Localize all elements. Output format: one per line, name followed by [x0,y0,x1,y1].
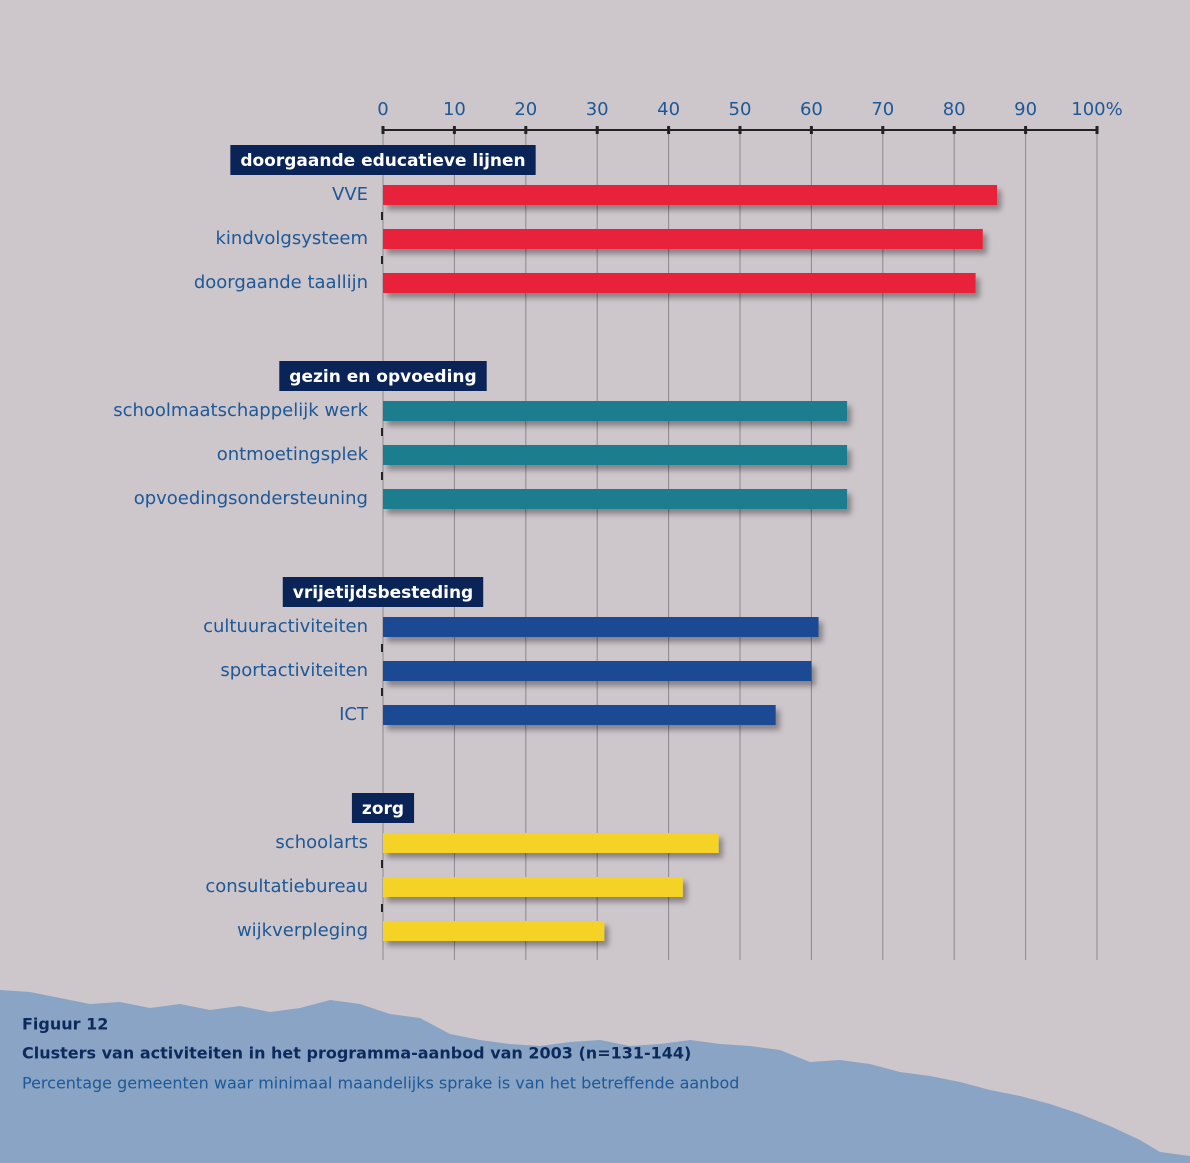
bar [383,489,848,509]
group-header: gezin en opvoeding [289,367,476,387]
y-tick-label: opvoedingsondersteuning [134,488,368,509]
y-tick-label: kindvolgsysteem [216,228,369,249]
group-header-box [279,361,487,391]
wave [0,990,1190,1163]
x-tick-label: 60 [800,99,823,120]
y-tick-label: doorgaande taallijn [194,272,368,293]
figure-label: Figuur 12 [22,1015,108,1034]
x-tick-label: 0 [377,99,388,120]
bar [383,445,848,465]
bar [383,229,983,249]
x-tick-label: 40 [657,99,680,120]
bar [383,617,819,637]
y-tick-label: consultatiebureau [205,876,368,897]
x-tick-label: 20 [514,99,537,120]
x-tick-label: 90 [1014,99,1037,120]
x-tick-label: 10 [443,99,466,120]
y-tick-label: wijkverpleging [237,920,368,941]
bar [383,401,848,421]
x-tick-label: 80 [943,99,966,120]
bar [383,705,776,725]
chart-title: Clusters van activiteiten in het program… [22,1044,691,1063]
y-tick-label: ontmoetingsplek [217,444,369,465]
bar [383,833,719,853]
group-header-box [282,577,484,607]
group-header: vrijetijdsbesteding [293,583,473,603]
x-tick-label: 50 [729,99,752,120]
bar [383,921,605,941]
x-tick-label: 30 [586,99,609,120]
y-tick-label: sportactiviteiten [220,660,368,681]
x-tick-label: 70 [871,99,894,120]
group-header-box [230,145,536,175]
bar [383,877,683,897]
bar [383,185,998,205]
chart-subtitle: Percentage gemeenten waar minimaal maand… [22,1074,739,1093]
y-tick-label: schoolarts [275,832,368,853]
bar [383,273,976,293]
group-header: zorg [362,799,404,819]
y-tick-label: ICT [339,704,369,725]
bar [383,661,812,681]
x-tick-label: 100% [1071,99,1122,120]
group-header-box [351,793,415,823]
y-tick-label: schoolmaatschappelijk werk [113,400,368,421]
group-header: doorgaande educatieve lijnen [240,151,525,171]
y-tick-label: VVE [332,184,368,205]
y-tick-label: cultuuractiviteiten [203,616,368,637]
